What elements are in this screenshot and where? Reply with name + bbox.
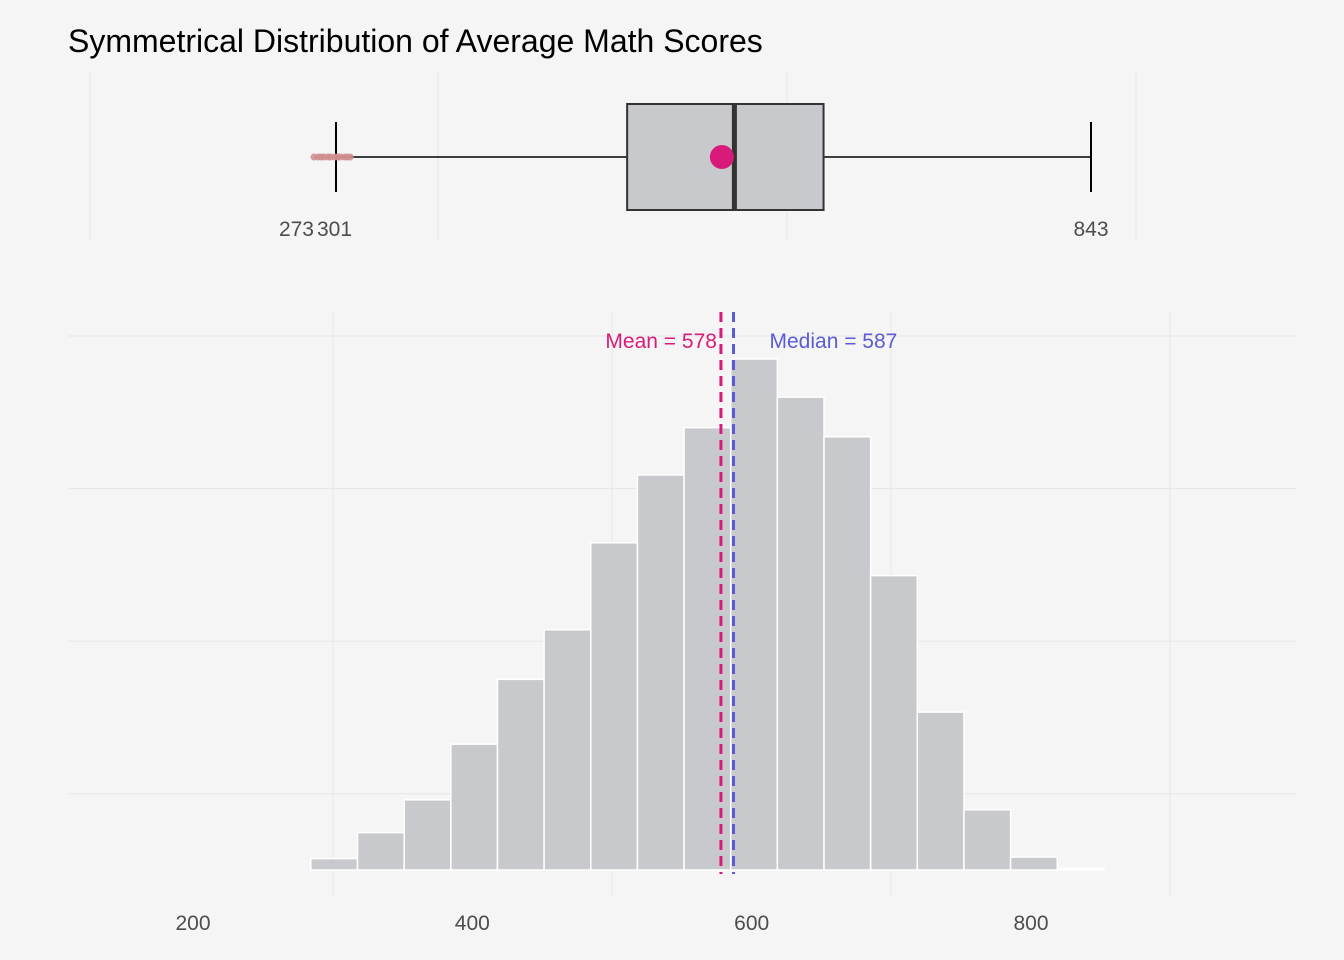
histogram-bar	[823, 436, 872, 871]
histogram-bar	[590, 542, 639, 871]
x-tick-label: 800	[1013, 912, 1048, 935]
histogram-bar	[403, 799, 452, 871]
boxplot-outlier-point	[346, 153, 354, 161]
histogram-bar	[543, 629, 592, 871]
histogram-bar	[310, 857, 359, 871]
x-tick-label: 600	[734, 912, 769, 935]
histogram-reference-lines	[719, 312, 736, 874]
histogram-panel: Mean = 578 Median = 587 200 400 600 800	[68, 312, 1296, 935]
histogram-bar	[683, 426, 732, 871]
histogram-bar	[916, 711, 965, 871]
x-tick-label: 200	[175, 912, 210, 935]
x-tick-label: 400	[455, 912, 490, 935]
histogram-bars	[310, 358, 1105, 871]
boxplot-mean-point	[709, 145, 734, 169]
histogram-bar	[869, 574, 919, 871]
histogram-bar	[636, 474, 685, 871]
histogram-bar	[1056, 867, 1105, 871]
chart-title: Symmetrical Distribution of Average Math…	[68, 23, 763, 59]
histogram-bar	[450, 743, 499, 871]
boxplot-marks	[310, 103, 1092, 211]
histogram-bar	[963, 808, 1012, 871]
median-label: Median = 587	[770, 330, 898, 353]
histogram-bar	[776, 396, 825, 871]
mean-label: Mean = 578	[605, 330, 717, 353]
boxplot-whisker-high-label: 843	[1073, 218, 1108, 241]
histogram-bar	[729, 358, 779, 871]
boxplot-low-outlier-label: 273	[279, 218, 314, 241]
boxplot-panel: 273 301 843	[89, 72, 1137, 241]
histogram-bar	[356, 831, 405, 871]
x-axis-ticks: 200 400 600 800	[175, 912, 1048, 935]
boxplot-labels: 273 301 843	[279, 218, 1109, 241]
histogram-bar	[496, 678, 545, 871]
boxplot-whisker-low-label: 301	[317, 218, 352, 241]
histogram-bar	[1009, 856, 1059, 871]
